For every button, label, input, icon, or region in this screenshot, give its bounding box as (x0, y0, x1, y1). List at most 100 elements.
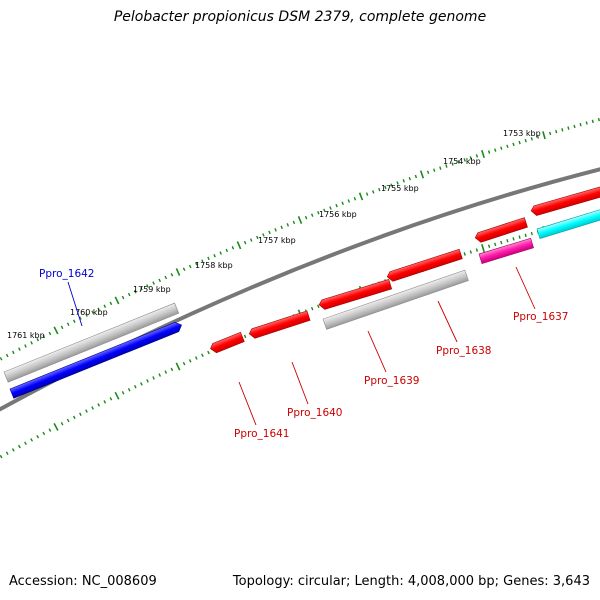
outer-tick-mark (243, 240, 247, 245)
outer-tick-mark (286, 223, 290, 227)
outer-tick-mark (225, 248, 229, 253)
outer-tick-mark (103, 304, 107, 309)
outer-tick-mark (24, 344, 27, 348)
inner-tick-mark (91, 406, 94, 410)
inner-tick-mark (146, 379, 149, 383)
inner-tick-mark (109, 397, 113, 401)
outer-tick-mark (133, 289, 137, 294)
kbp-label: 1753 kbp (503, 129, 541, 138)
kbp-label: 1758 kbp (195, 261, 233, 270)
kbp-label: 1757 kbp (258, 236, 296, 245)
gene-label-ppro-1642[interactable]: Ppro_1642 (39, 268, 94, 280)
inner-tick-mark (103, 400, 107, 404)
genome-title: Pelobacter propionicus DSM 2379, complet… (113, 9, 487, 25)
inner-tick-mark (481, 244, 485, 253)
outer-tick-mark (236, 241, 242, 250)
inner-tick-mark (140, 382, 143, 386)
outer-tick-mark (97, 307, 101, 312)
gene-label-ppro-1639[interactable]: Ppro_1639 (364, 375, 419, 387)
gene-arrow-ppro-1639[interactable] (318, 278, 393, 310)
gene-arrow-ppro-1638[interactable] (386, 248, 463, 282)
gene-arrow-red-right[interactable] (530, 184, 600, 217)
gene-arrow-magenta-1637[interactable] (478, 237, 534, 264)
inner-tick-mark (42, 431, 46, 436)
outer-tick-mark (121, 295, 125, 300)
outer-tick-mark (426, 170, 430, 175)
gene-arrow-grey-1642-top[interactable] (3, 302, 180, 383)
outer-tick-mark (329, 206, 332, 210)
outer-tick-mark (188, 264, 192, 269)
outer-tick-mark (419, 170, 425, 179)
outer-tick-mark (512, 142, 515, 147)
outer-tick-mark (481, 149, 485, 159)
outer-tick-mark (402, 179, 405, 183)
inner-tick-mark (317, 304, 320, 308)
leader-line-ppro-1641 (238, 381, 257, 426)
outer-tick-mark (487, 150, 491, 154)
outer-tick-mark (18, 347, 21, 351)
gene-arrow-ppro-1637-top[interactable] (474, 217, 528, 244)
outer-tick-mark (358, 192, 364, 201)
outer-tick-mark (555, 129, 558, 134)
inner-tick-mark (114, 391, 120, 400)
gene-label-ppro-1641[interactable]: Ppro_1641 (234, 428, 289, 440)
outer-tick-mark (164, 275, 168, 280)
inner-tick-mark (188, 359, 192, 363)
outer-tick-mark (207, 256, 210, 261)
outer-tick-mark (536, 135, 540, 139)
gene-arrow-grey-1639[interactable] (322, 269, 469, 330)
gene-arrow-ppro-1642[interactable] (9, 320, 183, 399)
outer-tick-mark (256, 235, 259, 240)
outer-tick-mark (530, 137, 533, 141)
outer-tick-mark (390, 183, 393, 187)
outer-tick-mark (11, 350, 15, 355)
inner-tick-mark (0, 454, 3, 459)
outer-tick-mark (42, 334, 46, 339)
outer-tick-mark (72, 319, 76, 324)
outer-tick-mark (0, 357, 3, 361)
outer-tick-mark (518, 140, 521, 145)
outer-tick-mark (347, 199, 351, 203)
outer-tick-ring (0, 117, 600, 361)
inner-tick-mark (182, 361, 186, 366)
outer-tick-mark (469, 156, 472, 160)
genome-backbone (0, 167, 600, 412)
inner-tick-mark (152, 376, 155, 380)
outer-tick-mark (297, 215, 303, 225)
outer-tick-mark (53, 326, 59, 335)
outer-tick-mark (408, 176, 411, 181)
outer-tick-mark (365, 192, 369, 196)
gene-arrow-cyan[interactable] (536, 205, 600, 239)
leader-line-ppro-1638 (437, 300, 458, 343)
inner-tick-mark (524, 233, 527, 238)
outer-tick-mark (268, 230, 271, 235)
outer-tick-mark (378, 187, 381, 192)
inner-tick-mark (79, 412, 82, 417)
gene-label-ppro-1637[interactable]: Ppro_1637 (513, 311, 568, 323)
outer-tick-mark (549, 131, 552, 136)
inner-tick-mark (133, 384, 137, 389)
outer-tick-mark (292, 220, 296, 225)
outer-tick-mark (213, 254, 216, 258)
kbp-label: 1754 kbp (443, 157, 481, 166)
outer-tick-mark (146, 284, 149, 288)
leader-line-ppro-1640 (291, 361, 309, 405)
inner-tick-mark (530, 231, 533, 236)
outer-tick-mark (457, 160, 460, 164)
inner-tick-mark (48, 428, 52, 432)
leader-line-ppro-1642 (67, 281, 83, 327)
gene-label-ppro-1638[interactable]: Ppro_1638 (436, 345, 491, 357)
outer-tick-mark (384, 185, 387, 190)
outer-tick-mark (335, 203, 338, 208)
outer-tick-mark (579, 122, 582, 127)
gene-label-ppro-1640[interactable]: Ppro_1640 (287, 407, 342, 419)
gene-arrow-ppro-1641[interactable] (209, 331, 245, 354)
outer-tick-mark (36, 337, 40, 342)
gene-arrow-ppro-1640[interactable] (248, 310, 311, 340)
outer-tick-mark (353, 196, 357, 201)
inner-tick-mark (170, 367, 174, 372)
inner-tick-mark (24, 441, 27, 445)
leader-line-ppro-1637 (515, 266, 536, 310)
inner-tick-mark (463, 252, 466, 256)
